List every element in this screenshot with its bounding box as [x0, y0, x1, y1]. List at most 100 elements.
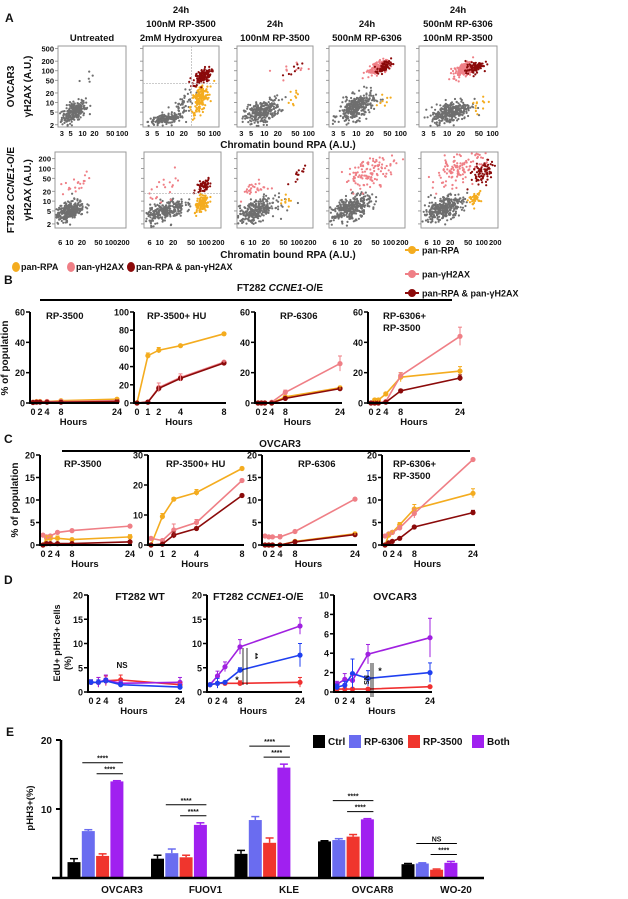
scatter-point: [158, 117, 161, 120]
scatter-point: [375, 196, 378, 199]
x-tick-label: 5: [431, 129, 435, 138]
scatter-point: [160, 201, 163, 204]
scatter-point: [442, 202, 445, 205]
scatter-point: [447, 104, 451, 107]
scatter-point: [368, 65, 371, 68]
scatter-point: [281, 205, 284, 208]
scatter-point: [347, 122, 350, 125]
scatter-point: [252, 112, 255, 115]
scatter-point: [371, 164, 374, 167]
scatter-point: [346, 109, 349, 112]
scatter-point: [338, 201, 341, 204]
scatter-point: [484, 60, 487, 63]
y-tick-label: 10: [73, 639, 83, 649]
scatter-point: [265, 108, 269, 111]
scatter-point: [203, 205, 206, 208]
scatter-point: [466, 188, 469, 191]
panel-label-D: D: [4, 573, 13, 587]
scatter-point: [347, 179, 350, 182]
scatter-point: [463, 116, 466, 119]
scatter-point: [253, 213, 256, 216]
scatter-point: [471, 70, 474, 73]
scatter-point: [151, 121, 154, 124]
scatter-point: [280, 110, 283, 113]
scatter-point: [474, 198, 477, 201]
scatter-point: [180, 211, 183, 214]
x-tick-label: 10: [166, 129, 174, 138]
scatter-point: [390, 62, 393, 66]
scatter-point: [258, 112, 261, 115]
x-tick-label: 200: [304, 238, 317, 247]
scatter-point: [68, 109, 71, 112]
scatter-point: [89, 104, 92, 107]
scatter-point: [446, 207, 449, 210]
scatter-point: [376, 68, 379, 71]
x-tick-label: 3: [421, 129, 425, 138]
scatter-point: [79, 209, 82, 212]
y-tick-label: 60: [15, 308, 25, 318]
x-tick-label: 20: [354, 238, 362, 247]
scatter-point: [431, 218, 434, 221]
scatter-point: [438, 119, 441, 122]
row-label-ital: CCNE1: [6, 167, 17, 201]
scatter-point: [151, 217, 154, 220]
scatter-point: [73, 104, 76, 107]
scatter-point: [245, 190, 248, 193]
scatter-point: [165, 204, 168, 207]
scatter-point: [488, 170, 491, 173]
scatter-point: [452, 124, 455, 127]
scatter-point: [379, 185, 382, 188]
scatter-point: [250, 183, 253, 186]
scatter-point: [446, 168, 449, 171]
x-tick-label: 24: [125, 549, 135, 559]
x-tick-label: 10: [260, 129, 268, 138]
scatter-point: [70, 124, 73, 127]
scatter-point: [466, 104, 469, 107]
scatter-point: [206, 182, 209, 185]
scatter-point: [156, 116, 159, 119]
legend-dot-icon: [127, 262, 135, 272]
scatter-point: [262, 120, 265, 124]
y-tick-label: 0: [30, 541, 35, 551]
scatter-point: [258, 115, 261, 118]
scatter-point: [176, 115, 180, 118]
scatter-point: [433, 216, 437, 219]
y-tick-label: 15: [247, 473, 257, 483]
scatter-point: [361, 192, 364, 195]
scatter-point: [366, 194, 369, 197]
panel-label-B: B: [4, 273, 13, 287]
scatter-point: [361, 164, 364, 167]
scatter-point: [180, 202, 183, 205]
scatter-plot-2-3: [236, 151, 314, 229]
x-tick-label: 100: [475, 238, 488, 247]
scatter-point: [196, 199, 199, 202]
scatter-point: [244, 206, 247, 210]
scatter-point: [445, 110, 448, 113]
scatter-point: [149, 117, 152, 120]
plot-frame: [328, 45, 406, 128]
scatter-point: [78, 79, 81, 83]
scatter-point: [374, 68, 377, 71]
scatter-point: [196, 98, 199, 101]
scatter-point: [249, 189, 252, 192]
scatter-point: [353, 115, 356, 118]
scatter-point: [155, 185, 159, 188]
scatter-point: [248, 192, 251, 195]
scatter-point: [439, 104, 442, 107]
scatter-point: [365, 86, 368, 89]
scatter-point: [271, 215, 275, 218]
scatter-point: [178, 212, 181, 215]
scatter-point: [76, 104, 79, 107]
scatter-point: [366, 204, 369, 207]
scatter-point: [62, 218, 65, 221]
scatter-point: [432, 181, 435, 184]
x-tick-label: 4: [383, 407, 388, 417]
scatter-point: [259, 205, 262, 208]
scatter-point: [376, 70, 379, 73]
plot-title: RP-3500: [383, 323, 421, 334]
scatter-point: [267, 111, 270, 114]
scatter-point: [154, 222, 157, 225]
plot-title: 24h: [267, 19, 284, 30]
scatter-point: [345, 224, 348, 227]
y-tick-label: 40: [240, 338, 250, 348]
